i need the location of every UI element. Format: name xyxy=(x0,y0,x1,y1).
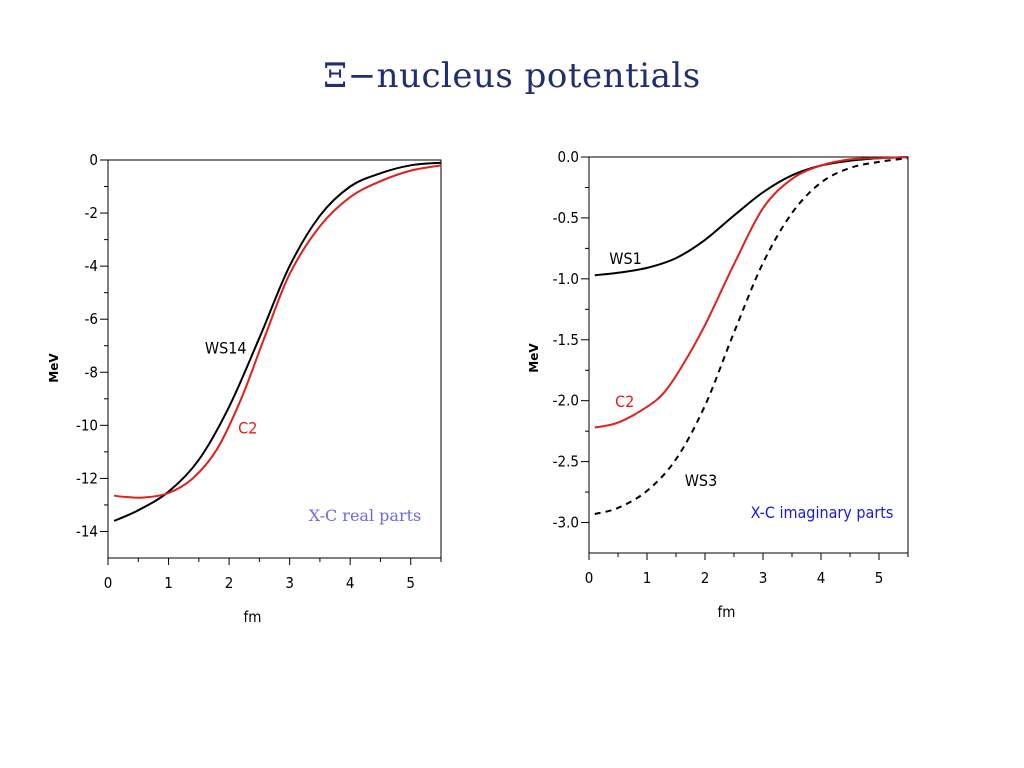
real-y-tick-label: -6 xyxy=(85,310,98,328)
real-y-tick-label: -10 xyxy=(76,416,98,434)
imag-x-tick-label: 4 xyxy=(817,569,826,587)
real-y-tick-label: -8 xyxy=(85,363,98,381)
real-annotation: X-C real parts xyxy=(309,506,421,525)
real-series-c2-line xyxy=(113,164,441,499)
imag-y-tick-label: -1.0 xyxy=(553,270,579,288)
imag-y-tick-label: -0.5 xyxy=(553,209,579,227)
imag-y-tick-label: -1.5 xyxy=(553,331,579,349)
imag-y-tick-label: 0.0 xyxy=(558,148,579,166)
real-y-tick-label: 0 xyxy=(89,151,98,169)
imag-x-tick-label: 1 xyxy=(643,569,652,587)
imag-series-ws1-line xyxy=(594,156,908,277)
imag-x-tick-label: 3 xyxy=(759,569,768,587)
real-y-tick-label: -2 xyxy=(85,204,98,222)
real-x-tick-label: 3 xyxy=(285,574,294,592)
imag-series-ws3-label: WS3 xyxy=(685,471,718,490)
imag-y-tick-label: -2.5 xyxy=(553,453,579,471)
imag-y-tick-label: -2.0 xyxy=(553,392,579,410)
real-series-ws14-label: WS14 xyxy=(205,339,247,358)
real-x-tick-label: 1 xyxy=(164,574,173,592)
real-x-axis-title: fm xyxy=(244,608,262,626)
imag-x-tick-label: 2 xyxy=(701,569,710,587)
imag-series-ws3-line xyxy=(594,157,908,515)
imag-y-tick-label: -3.0 xyxy=(553,514,579,532)
imag-series-c2-label: C2 xyxy=(615,392,634,411)
real-y-axis-title: MeV xyxy=(47,353,61,383)
imag-series-ws1-label: WS1 xyxy=(609,249,642,268)
real-x-tick-label: 2 xyxy=(225,574,234,592)
imag-x-tick-label: 0 xyxy=(585,569,594,587)
imag-x-axis-title: fm xyxy=(718,603,736,621)
real-y-tick-label: -4 xyxy=(85,257,98,275)
real-x-tick-label: 4 xyxy=(346,574,355,592)
real-x-tick-label: 0 xyxy=(104,574,113,592)
real-x-tick-label: 5 xyxy=(406,574,415,592)
imag-y-axis-title: MeV xyxy=(527,343,541,373)
imag-annotation: X-C imaginary parts xyxy=(751,503,894,522)
real-series-c2-label: C2 xyxy=(238,418,257,437)
real-y-tick-label: -14 xyxy=(76,522,98,540)
real-plot-frame xyxy=(107,159,442,559)
imag-series-c2-line xyxy=(594,156,908,429)
imag-x-tick-label: 5 xyxy=(875,569,884,587)
real-parts-chart: 0 1 2 3 4 5 0 -2 -4 -6 -8 -10 -12 -14 fm MeV WS14 C2 X-C r… xyxy=(47,151,442,626)
real-y-tick-label: -12 xyxy=(76,469,98,487)
imag-plot-frame xyxy=(588,156,909,554)
slide-title: Ξ−nucleus potentials xyxy=(323,56,701,96)
